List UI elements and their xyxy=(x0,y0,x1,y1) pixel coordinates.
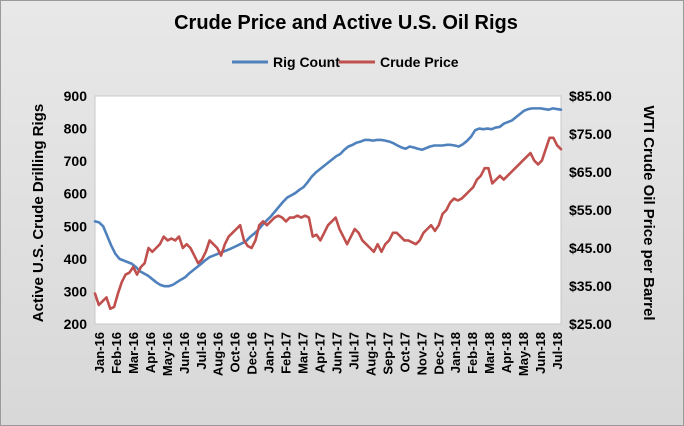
series-line-crude-price xyxy=(93,136,563,311)
chart-title: Crude Price and Active U.S. Oil Rigs xyxy=(174,12,518,34)
left-tick-label: 900 xyxy=(64,88,88,104)
x-tick-label: May-16 xyxy=(160,332,175,376)
series-layer xyxy=(93,107,563,311)
x-tick-label: Aug-17 xyxy=(363,332,378,376)
legend-label-crude-price: Crude Price xyxy=(380,54,459,70)
x-axis-ticks: Jan-16 Feb-16 Mar-16 Apr-16 May-16 Jun-16 Jul-… xyxy=(92,332,565,376)
right-tick-label: $65.00 xyxy=(569,164,612,180)
x-tick-label: Jul-16 xyxy=(194,332,209,370)
left-tick-label: 500 xyxy=(64,218,88,234)
x-tick-label: Apr-16 xyxy=(143,332,158,373)
right-axis-label: WTI Crude Oil Price per Barrel xyxy=(640,105,657,320)
left-axis-ticks: 200 300 400 500 600 700 800 900 xyxy=(64,88,88,332)
x-tick-label: Jan-17 xyxy=(262,332,277,373)
x-tick-label: Jun-18 xyxy=(533,332,548,374)
right-tick-label: $25.00 xyxy=(569,316,612,332)
x-tick-label: Dec-16 xyxy=(245,332,260,375)
x-tick-label: Jul-18 xyxy=(550,332,565,370)
x-tick-label: Feb-16 xyxy=(109,332,124,374)
right-tick-label: $35.00 xyxy=(569,278,612,294)
right-tick-label: $75.00 xyxy=(569,126,612,142)
left-tick-label: 600 xyxy=(64,186,88,202)
x-tick-label: Jul-17 xyxy=(346,332,361,370)
x-tick-label: Oct-16 xyxy=(228,332,243,372)
x-tick-label: Mar-17 xyxy=(296,332,311,374)
legend: Rig Count Crude Price xyxy=(232,54,459,70)
x-tick-label: Apr-18 xyxy=(499,332,514,373)
x-tick-label: Jun-16 xyxy=(177,332,192,374)
left-tick-label: 200 xyxy=(64,316,88,332)
right-tick-label: $45.00 xyxy=(569,240,612,256)
x-tick-label: Mar-18 xyxy=(482,332,497,374)
x-tick-label: May-18 xyxy=(516,332,531,376)
x-tick-label: Sep-17 xyxy=(380,332,395,375)
left-axis-label: Active U.S. Crude Drilling Rigs xyxy=(30,104,47,322)
x-tick-label: Apr-17 xyxy=(313,332,328,373)
x-tick-label: Mar-16 xyxy=(126,332,141,374)
x-tick-label: Aug-16 xyxy=(211,332,226,376)
x-tick-label: Nov-17 xyxy=(414,332,429,375)
right-tick-label: $85.00 xyxy=(569,88,612,104)
x-tick-label: Feb-18 xyxy=(465,332,480,374)
x-tick-label: Dec-17 xyxy=(431,332,446,375)
series-line-rig-count xyxy=(93,107,563,288)
x-tick-label: Jan-16 xyxy=(92,332,107,373)
legend-label-rig-count: Rig Count xyxy=(273,54,340,70)
right-axis-ticks: $25.00 $35.00 $45.00 $55.00 $65.00 $75.00 $85.… xyxy=(569,88,612,332)
left-tick-label: 300 xyxy=(64,283,88,299)
x-tick-label: Jan-18 xyxy=(448,332,463,373)
x-tick-label: Feb-17 xyxy=(279,332,294,374)
right-tick-label: $55.00 xyxy=(569,202,612,218)
left-tick-label: 700 xyxy=(64,153,88,169)
left-tick-label: 800 xyxy=(64,121,88,137)
x-tick-label: Jun-17 xyxy=(329,332,344,374)
x-tick-label: Oct-17 xyxy=(397,332,412,372)
left-tick-label: 400 xyxy=(64,251,88,267)
